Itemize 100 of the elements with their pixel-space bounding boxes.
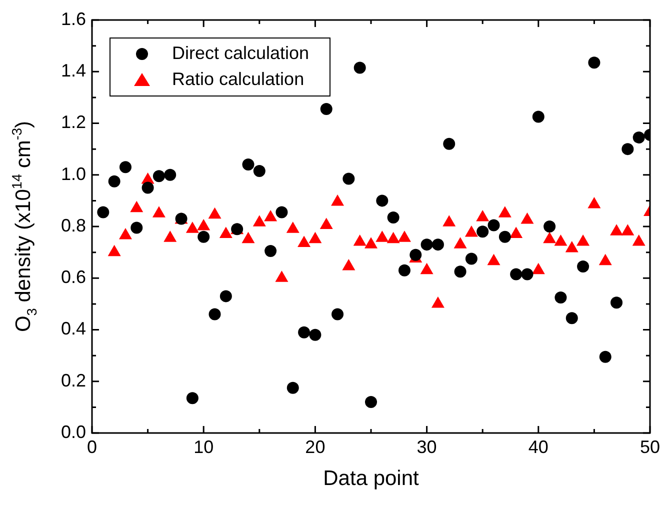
point (264, 245, 277, 258)
point (320, 218, 333, 229)
point (432, 238, 444, 251)
point (598, 254, 612, 266)
point (286, 382, 299, 394)
point (476, 210, 490, 222)
point (108, 244, 121, 256)
legend-label: Ratio calculation (172, 68, 304, 89)
point (286, 222, 300, 233)
y-tick-label: 0.0 (60, 422, 86, 442)
point (520, 212, 534, 224)
point (410, 248, 422, 261)
point (298, 326, 310, 338)
point (198, 230, 210, 243)
y-tick-label: 1.0 (60, 164, 86, 184)
legend-label: Direct calculation (172, 42, 310, 63)
x-tick-label: 0 (86, 436, 98, 457)
point (420, 262, 434, 274)
y-tick-label: 1.2 (60, 112, 86, 132)
point (130, 222, 143, 234)
y-tick-label: 0.4 (60, 318, 86, 339)
point (186, 392, 198, 404)
point (342, 172, 355, 185)
point (353, 234, 366, 246)
point (242, 232, 255, 244)
x-tick-label: 10 (194, 436, 214, 457)
point (465, 252, 478, 265)
point (197, 219, 210, 230)
point (398, 264, 410, 276)
point (342, 259, 356, 270)
point (252, 215, 266, 226)
point (566, 312, 578, 324)
y-tick-label: 0.2 (60, 370, 86, 390)
point (164, 168, 176, 181)
point (521, 268, 534, 280)
point (152, 170, 165, 182)
point (420, 238, 433, 251)
point (398, 230, 411, 242)
point (454, 266, 466, 278)
point (554, 234, 568, 246)
point (275, 270, 288, 282)
point (309, 328, 322, 341)
point (632, 131, 645, 144)
point (543, 232, 556, 244)
point (498, 230, 511, 243)
point (454, 237, 467, 248)
point (364, 237, 378, 248)
point (431, 296, 444, 308)
point (532, 262, 545, 274)
point (320, 103, 332, 116)
point (264, 210, 278, 222)
point (588, 56, 600, 69)
point (588, 197, 601, 208)
point (387, 211, 400, 224)
point (97, 206, 110, 218)
point (554, 291, 567, 304)
point (544, 220, 556, 232)
point (488, 219, 500, 232)
point (298, 236, 311, 248)
point (442, 215, 456, 226)
point (308, 232, 322, 244)
point (208, 308, 221, 320)
y-tick-label: 1.4 (60, 60, 86, 81)
point (331, 194, 344, 206)
x-tick-label: 50 (640, 436, 660, 457)
point (142, 182, 154, 194)
point (487, 254, 500, 266)
point (119, 161, 132, 174)
point (565, 240, 578, 252)
point (365, 396, 377, 408)
point (510, 226, 523, 238)
x-tick-label: 20 (305, 436, 326, 457)
point (118, 228, 132, 240)
point (186, 222, 199, 233)
y-tick-label: 1.6 (60, 8, 86, 29)
point (599, 350, 612, 363)
point (532, 110, 544, 123)
point (130, 200, 144, 212)
point (208, 207, 222, 219)
point (476, 226, 489, 238)
point (376, 230, 389, 242)
point (610, 224, 624, 236)
point (498, 206, 512, 218)
point (332, 308, 344, 320)
point (621, 224, 634, 236)
point (376, 194, 388, 207)
point (510, 268, 522, 280)
y-axis-title: O3 density (x1014 cm-3) (10, 120, 40, 332)
y-tick-label: 0.8 (60, 215, 86, 236)
point (354, 62, 366, 74)
point (610, 296, 623, 309)
point (164, 230, 177, 242)
x-axis-title: Data point (323, 467, 420, 490)
x-tick-label: 30 (416, 436, 437, 457)
point (152, 206, 166, 218)
point (632, 234, 646, 246)
x-tick-label: 40 (528, 436, 548, 457)
point (443, 138, 456, 150)
point (622, 143, 634, 156)
point (464, 225, 478, 237)
